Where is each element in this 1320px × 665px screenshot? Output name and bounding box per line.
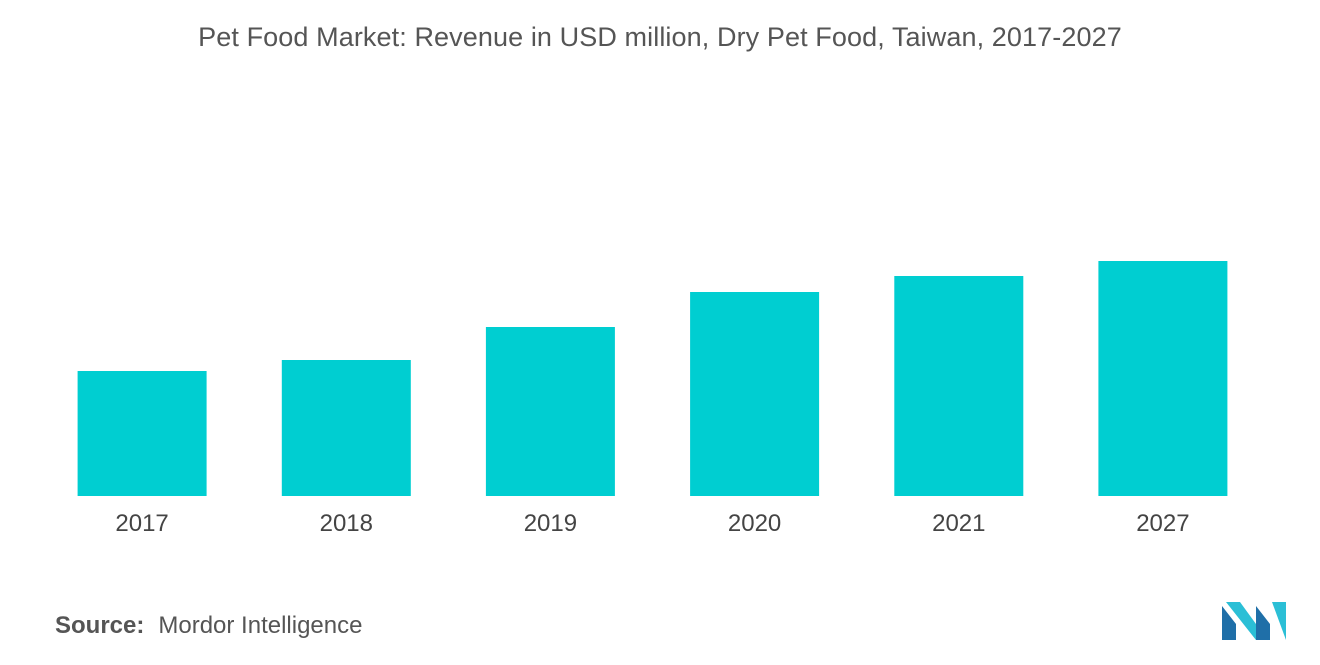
bar-chart: 2017 2018 2019 2020 2021 2027 [77, 261, 1228, 537]
bar-2017 [77, 371, 207, 496]
x-tick-label-2027: 2027 [1136, 510, 1189, 537]
bar-2018 [281, 360, 411, 496]
mordor-intelligence-logo-icon [1222, 602, 1286, 640]
x-tick-label-2017: 2017 [115, 510, 168, 537]
x-tick-label-2019: 2019 [524, 510, 577, 537]
bar-2019 [485, 327, 615, 496]
source-value: Mordor Intelligence [158, 612, 363, 639]
source-label: Source: [55, 612, 145, 639]
source-note: Source: Mordor Intelligence [55, 612, 362, 640]
bar-2020 [690, 292, 820, 496]
x-axis-ticks: 2017 2018 2019 2020 2021 2027 [115, 510, 1189, 537]
bar-2021 [894, 276, 1024, 496]
x-tick-label-2018: 2018 [320, 510, 373, 537]
bar-2027 [1098, 261, 1228, 496]
bars-group [77, 261, 1228, 496]
chart-title: Pet Food Market: Revenue in USD million,… [198, 22, 1122, 52]
x-tick-label-2021: 2021 [932, 510, 985, 537]
x-tick-label-2020: 2020 [728, 510, 781, 537]
